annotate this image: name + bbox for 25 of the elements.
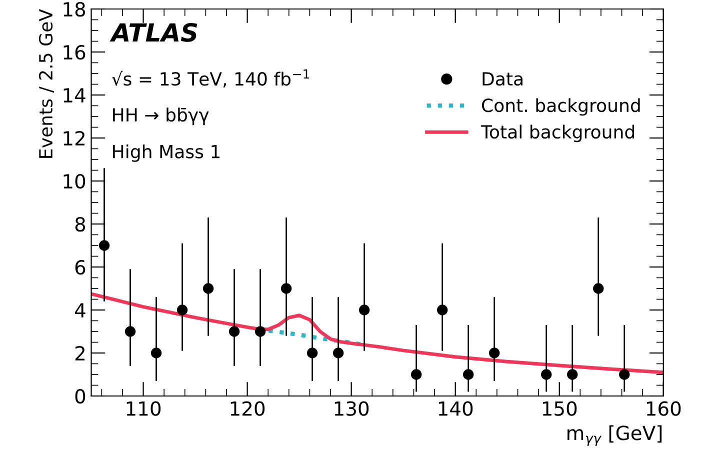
annotation: High Mass 1 <box>113 144 220 162</box>
annotation: ATLAS <box>110 22 198 42</box>
legend-label: Total background <box>480 124 634 142</box>
y-tick-label: 10 <box>64 174 86 189</box>
legend-label: Data <box>482 72 522 86</box>
annotation: √s = 13 TeV, 140 fb$^{−1}$ <box>112 69 310 88</box>
legend-label: Cont. background <box>482 98 640 116</box>
y-tick-label: 8 <box>75 216 86 232</box>
y-tick-label: 14 <box>64 88 86 102</box>
y-tick-label: 16 <box>64 44 86 60</box>
y-tick-label: 4 <box>74 303 86 318</box>
y-tick-label: 6 <box>75 260 86 275</box>
annotation: HH → bb̄γγ <box>113 108 209 126</box>
y-tick-label: 0 <box>75 388 86 404</box>
y-axis-title: Events / 2.5 GeV <box>38 9 54 158</box>
y-tick-label: 12 <box>64 130 84 146</box>
x-tick-label: 140 <box>438 401 473 416</box>
x-tick-label: 150 <box>542 401 577 416</box>
x-tick-label: 110 <box>126 401 161 416</box>
x-tick-label: 120 <box>230 401 265 416</box>
x-axis-title: m$_{γγ}$ [GeV] <box>568 425 662 446</box>
x-tick-label: 160 <box>646 401 681 416</box>
y-tick-label: 18 <box>64 2 86 17</box>
x-tick-label: 130 <box>334 401 369 416</box>
y-tick-label: 2 <box>75 346 84 360</box>
